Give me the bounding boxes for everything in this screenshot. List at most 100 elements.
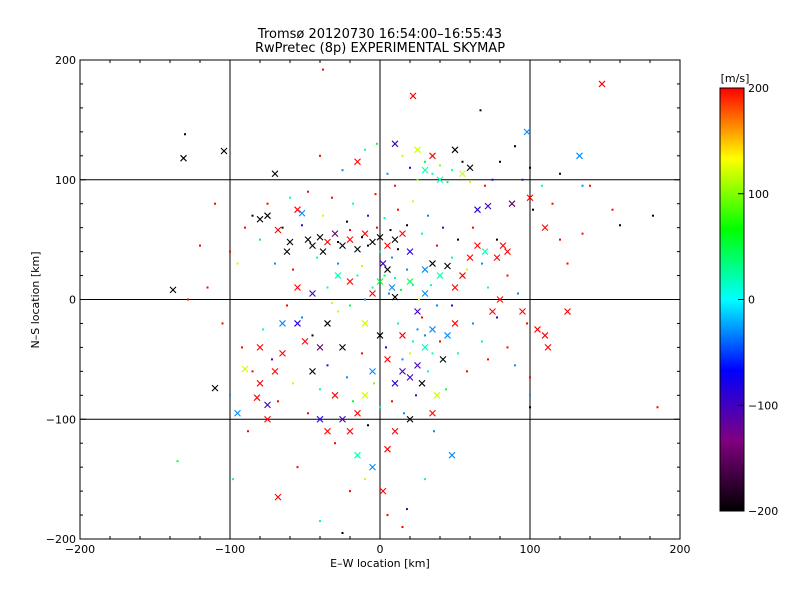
data-point-cross — [369, 290, 376, 297]
data-point-cross — [508, 200, 516, 208]
data-point-dot — [433, 430, 435, 433]
data-point-dot — [394, 184, 396, 187]
data-point-dot — [589, 184, 591, 187]
data-point-cross — [256, 379, 264, 387]
data-point-cross — [309, 290, 316, 297]
data-point-dot — [286, 304, 288, 307]
data-point-cross — [493, 254, 501, 261]
data-point-cross — [481, 248, 489, 255]
data-point-dot — [496, 238, 498, 241]
data-point-cross — [459, 272, 466, 279]
data-point-cross — [331, 230, 339, 238]
data-point-dot — [481, 262, 483, 265]
data-point-dot — [401, 358, 404, 361]
data-point-cross — [339, 344, 346, 351]
colorbar: [m/s] 200 100 0 −100 −200 — [719, 72, 778, 518]
data-point-cross — [399, 367, 406, 375]
data-point-dot — [394, 276, 396, 279]
data-point-cross — [316, 233, 324, 241]
data-point-dot — [517, 292, 519, 295]
data-point-cross — [294, 206, 301, 214]
data-point-cross — [376, 233, 384, 241]
data-point-dot — [421, 232, 423, 235]
data-point-dot — [229, 250, 231, 253]
data-point-dot — [581, 184, 584, 187]
data-point-cross — [354, 158, 361, 166]
data-point-dot — [266, 202, 269, 205]
data-point-cross — [418, 379, 426, 387]
data-point-dot — [406, 224, 408, 227]
data-point-cross — [316, 344, 324, 351]
data-point-dot — [349, 490, 351, 493]
data-point-cross — [474, 242, 481, 250]
data-point-cross — [384, 242, 391, 250]
colorbar-tick-label: −200 — [748, 505, 778, 518]
data-point-cross — [384, 266, 391, 273]
y-tick-label: −100 — [46, 413, 76, 426]
data-point-dot — [281, 226, 284, 229]
data-point-dot — [529, 394, 531, 397]
data-point-cross — [451, 284, 459, 291]
data-point-dot — [337, 241, 339, 244]
data-point-dot — [383, 274, 386, 277]
data-point-cross — [379, 260, 387, 267]
data-point-cross — [444, 262, 451, 270]
data-point-dot — [487, 286, 489, 289]
data-point-dot — [301, 224, 303, 227]
data-point-dot — [532, 208, 534, 211]
data-point-cross — [388, 284, 396, 291]
data-point-dot — [424, 478, 426, 481]
data-point-cross — [429, 326, 436, 333]
data-point-cross — [406, 248, 414, 255]
data-point-cross — [286, 238, 294, 246]
data-point-cross — [241, 365, 249, 373]
data-point-cross — [421, 166, 429, 174]
data-point-dot — [431, 352, 434, 355]
data-point-dot — [232, 478, 234, 481]
data-point-dot — [379, 250, 381, 253]
colorbar-tick-label: 0 — [748, 294, 755, 307]
data-point-cross — [391, 379, 399, 387]
data-point-cross — [384, 355, 391, 363]
data-point-dot — [499, 160, 501, 163]
data-point-dot — [514, 364, 516, 367]
data-point-dot — [439, 340, 441, 343]
data-point-cross — [271, 367, 279, 375]
y-tick-label: 0 — [69, 294, 76, 307]
data-point-dot — [466, 370, 468, 373]
data-point-dot — [331, 302, 333, 305]
data-point-cross — [319, 248, 327, 255]
data-point-dot — [184, 133, 186, 136]
data-point-dot — [457, 238, 459, 241]
data-point-cross — [331, 391, 339, 399]
data-point-dot — [451, 169, 453, 172]
data-point-dot — [436, 244, 438, 247]
data-point-cross — [523, 128, 531, 136]
data-point-cross — [376, 278, 384, 285]
data-point-dot — [337, 310, 339, 313]
data-point-cross — [180, 154, 187, 162]
data-point-dot — [307, 190, 309, 193]
data-point-dot — [439, 164, 441, 167]
x-tick-label: −100 — [215, 543, 245, 556]
data-point-cross — [499, 242, 507, 250]
data-point-dot — [424, 160, 426, 163]
data-point-cross — [544, 344, 552, 351]
data-point-dot — [371, 286, 374, 289]
data-point-dot — [187, 298, 189, 301]
data-point-cross — [324, 238, 331, 246]
data-point-dot — [307, 412, 309, 415]
data-point-dot — [244, 226, 246, 229]
data-point-dot — [386, 172, 389, 175]
data-point-cross — [253, 394, 261, 402]
data-point-dot — [487, 358, 489, 361]
data-point-dot — [206, 286, 209, 289]
data-point-cross — [414, 361, 421, 369]
y-tick-label: 200 — [55, 54, 76, 67]
data-point-cross — [346, 278, 354, 285]
data-point-cross — [339, 242, 346, 250]
data-point-dot — [397, 208, 399, 211]
data-point-dot — [247, 430, 249, 433]
y-tick-label: 100 — [55, 174, 76, 187]
data-point-dot — [521, 178, 524, 181]
